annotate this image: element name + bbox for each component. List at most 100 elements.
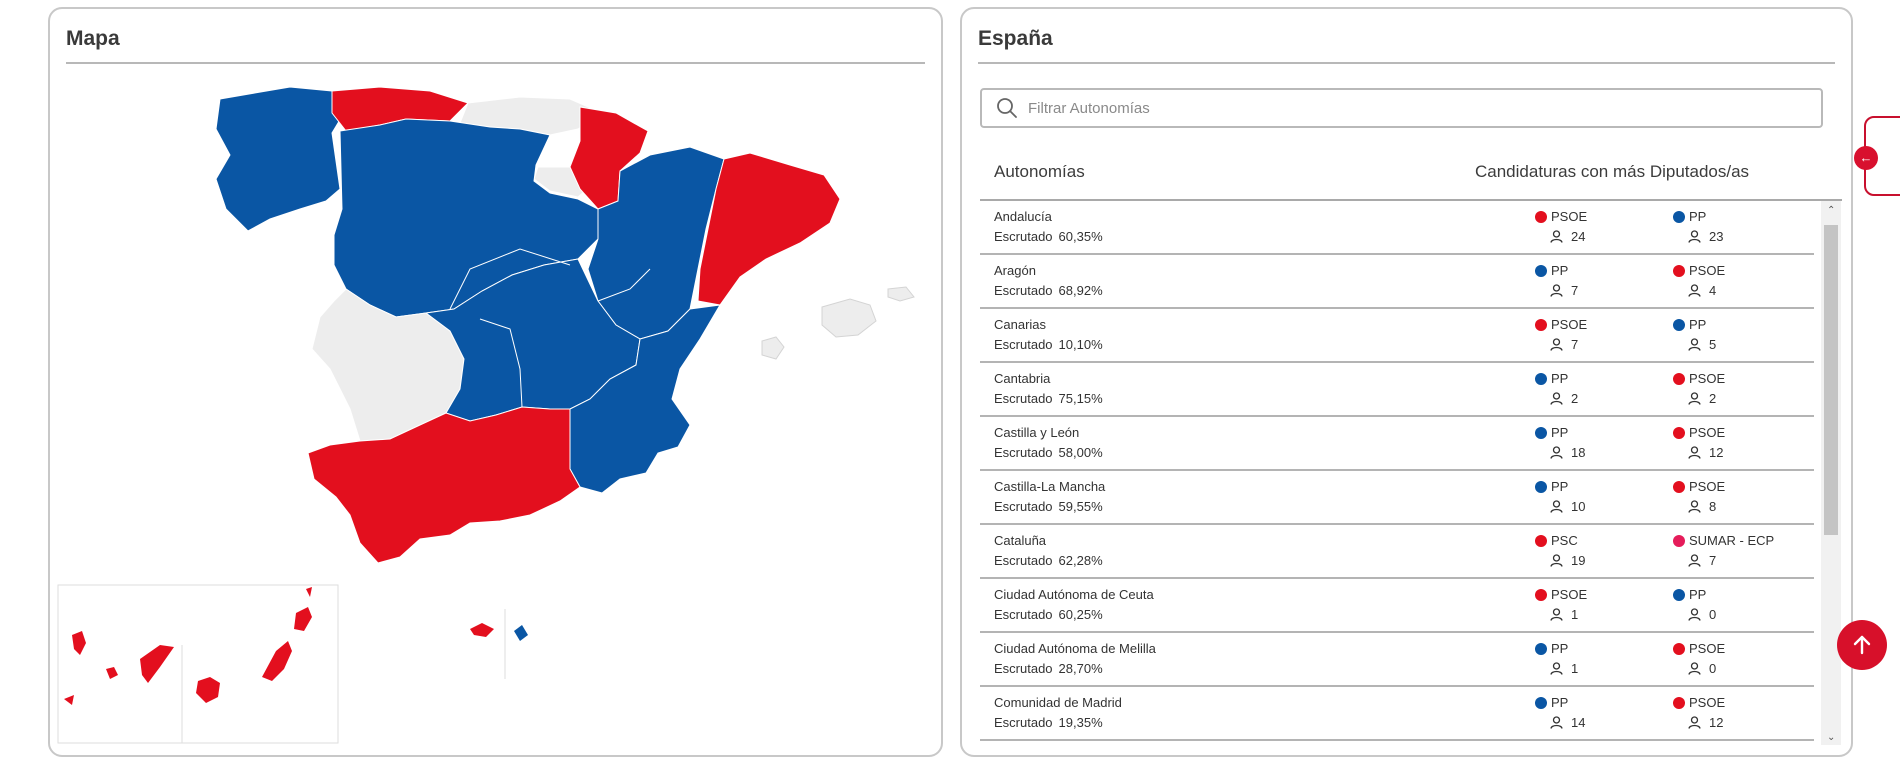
seats-value: 10 — [1571, 499, 1586, 514]
escrutado-label: Escrutado — [994, 553, 1053, 568]
party-second: PSOE — [1673, 641, 1725, 656]
seats-first: 7 — [1550, 283, 1578, 298]
party-name: PSOE — [1689, 641, 1726, 656]
party-name: PSOE — [1551, 317, 1588, 332]
person-icon — [1550, 662, 1563, 675]
party-color-dot — [1673, 697, 1685, 709]
side-panel-tab[interactable]: ← — [1854, 116, 1900, 196]
party-name: PSOE — [1689, 263, 1726, 278]
region-baleares-mallorca[interactable] — [821, 298, 877, 338]
search-input[interactable] — [1028, 99, 1788, 117]
seats-first: 1 — [1550, 661, 1578, 676]
list-scrollbar[interactable]: ⌃ ⌄ — [1821, 201, 1841, 745]
party-color-dot — [1673, 319, 1685, 331]
party-name: PP — [1551, 479, 1569, 494]
party-name: PP — [1689, 587, 1707, 602]
region-melilla[interactable] — [514, 625, 528, 641]
region-andalucia[interactable] — [307, 406, 581, 564]
seats-value: 2 — [1709, 391, 1717, 406]
seats-second: 0 — [1688, 661, 1716, 676]
autonomia-name: Comunidad de Madrid — [994, 695, 1122, 710]
table-row[interactable]: Castilla-La Mancha Escrutado 59,55% PP 10 PSO… — [980, 471, 1814, 525]
escrutado-value: 28,70% — [1058, 661, 1103, 676]
search-box[interactable] — [980, 88, 1823, 128]
scroll-thumb[interactable] — [1824, 225, 1838, 535]
column-header-autonomias: Autonomías — [994, 162, 1085, 181]
party-first: PP — [1535, 425, 1568, 440]
autonomia-name: Cantabria — [994, 371, 1051, 386]
party-color-dot — [1535, 319, 1547, 331]
party-first: PP — [1535, 695, 1568, 710]
party-second: PSOE — [1673, 263, 1725, 278]
spain-map — [57, 86, 915, 744]
region-baleares-menorca[interactable] — [887, 286, 915, 302]
seats-value: 2 — [1571, 391, 1579, 406]
autonomia-name: Castilla-La Mancha — [994, 479, 1106, 494]
party-name: PSC — [1551, 533, 1578, 548]
party-name: PSOE — [1689, 425, 1726, 440]
scroll-down-arrow[interactable]: ⌄ — [1827, 732, 1836, 743]
region-cataluna[interactable] — [697, 152, 841, 306]
seats-first: 19 — [1550, 553, 1585, 568]
region-galicia[interactable] — [215, 86, 345, 232]
region-borders — [449, 248, 651, 408]
person-icon — [1688, 662, 1701, 675]
party-name: PSOE — [1551, 587, 1588, 602]
scroll-up-arrow[interactable]: ⌃ — [1827, 205, 1836, 216]
escrutado-value: 62,28% — [1058, 553, 1103, 568]
region-ceuta[interactable] — [470, 623, 494, 637]
party-name: PP — [1551, 695, 1569, 710]
party-name: PSOE — [1689, 695, 1726, 710]
table-row[interactable]: Canarias Escrutado 10,10% PSOE 7 PP 5 — [980, 309, 1814, 363]
escrutado-info: Escrutado 60,35% — [994, 229, 1103, 244]
party-second: SUMAR - ECP — [1673, 533, 1774, 548]
table-row[interactable]: Aragón Escrutado 68,92% PP 7 PSOE 4 — [980, 255, 1814, 309]
table-row[interactable]: Ciudad Autónoma de Melilla Escrutado 28,70… — [980, 633, 1814, 687]
party-second: PSOE — [1673, 695, 1725, 710]
region-baleares-ibiza[interactable] — [761, 336, 785, 360]
party-color-dot — [1673, 211, 1685, 223]
arrow-up-icon — [1853, 635, 1871, 655]
table-row[interactable]: Ciudad Autónoma de Ceuta Escrutado 60,25% P… — [980, 579, 1814, 633]
party-color-dot — [1673, 373, 1685, 385]
party-color-dot — [1673, 589, 1685, 601]
escrutado-value: 75,15% — [1058, 391, 1103, 406]
person-icon — [1688, 554, 1701, 567]
table-row[interactable]: Andalucía Escrutado 60,35% PSOE 24 PP 23 — [980, 201, 1814, 255]
escrutado-value: 60,25% — [1058, 607, 1103, 622]
seats-second: 23 — [1688, 229, 1723, 244]
seats-second: 7 — [1688, 553, 1716, 568]
party-color-dot — [1535, 481, 1547, 493]
escrutado-value: 58,00% — [1058, 445, 1103, 460]
table-row[interactable]: Castilla y León Escrutado 58,00% PP 18 PSOE 12 — [980, 417, 1814, 471]
escrutado-info: Escrutado 62,28% — [994, 553, 1103, 568]
escrutado-value: 60,35% — [1058, 229, 1103, 244]
party-first: PSOE — [1535, 209, 1587, 224]
person-icon — [1688, 338, 1701, 351]
escrutado-label: Escrutado — [994, 229, 1053, 244]
person-icon — [1688, 608, 1701, 621]
party-color-dot — [1535, 697, 1547, 709]
escrutado-value: 10,10% — [1058, 337, 1103, 352]
autonomias-list: Andalucía Escrutado 60,35% PSOE 24 PP 23 Aragón… — [980, 201, 1814, 745]
person-icon — [1688, 392, 1701, 405]
arrow-left-icon[interactable]: ← — [1854, 146, 1878, 170]
table-row[interactable]: Comunidad de Madrid Escrutado 19,35% PP 14 PS… — [980, 687, 1814, 741]
seats-first: 7 — [1550, 337, 1578, 352]
person-icon — [1688, 716, 1701, 729]
autonomia-name: Ciudad Autónoma de Ceuta — [994, 587, 1154, 602]
escrutado-info: Escrutado 58,00% — [994, 445, 1103, 460]
region-valenciana-murcia[interactable] — [569, 304, 721, 494]
seats-value: 0 — [1709, 607, 1717, 622]
party-color-dot — [1535, 373, 1547, 385]
seats-value: 19 — [1571, 553, 1586, 568]
table-row[interactable]: Cataluña Escrutado 62,28% PSC 19 SUMAR - ECP 7 — [980, 525, 1814, 579]
table-row[interactable]: Cantabria Escrutado 75,15% PP 2 PSOE 2 — [980, 363, 1814, 417]
seats-value: 7 — [1571, 283, 1579, 298]
autonomia-name: Andalucía — [994, 209, 1052, 224]
party-color-dot — [1535, 265, 1547, 277]
region-canarias[interactable] — [64, 587, 312, 705]
person-icon — [1688, 500, 1701, 513]
back-to-top-button[interactable] — [1837, 620, 1887, 670]
autonomia-name: Canarias — [994, 317, 1047, 332]
